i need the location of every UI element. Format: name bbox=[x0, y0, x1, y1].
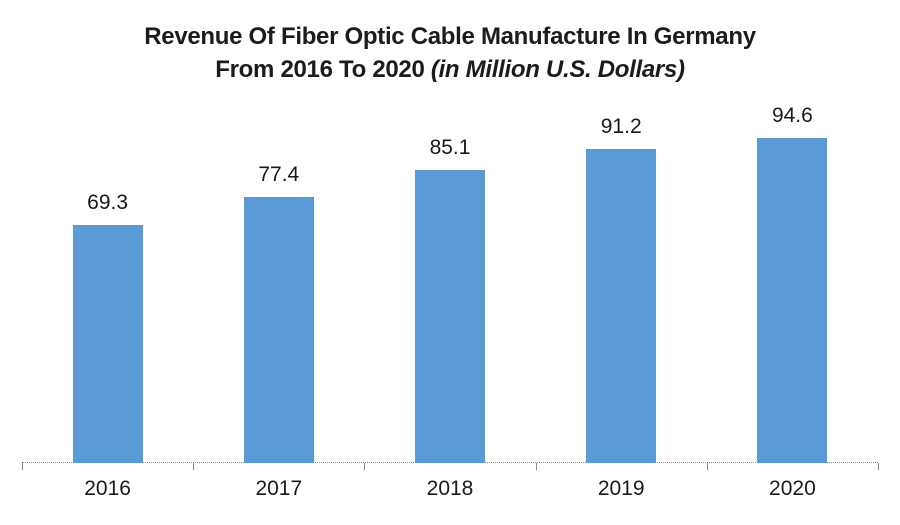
chart-title-line2: From 2016 To 2020 (in Million U.S. Dolla… bbox=[0, 53, 900, 86]
x-axis-tick bbox=[706, 463, 708, 470]
bar-value-label: 94.6 bbox=[771, 103, 813, 127]
chart-title-line2-regular: From 2016 To 2020 bbox=[215, 56, 431, 83]
bar-value-label: 85.1 bbox=[429, 136, 471, 160]
x-axis-label: 2016 bbox=[84, 477, 131, 500]
bar-value-label: 77.4 bbox=[258, 162, 300, 186]
bar bbox=[72, 224, 143, 463]
x-axis-label: 2020 bbox=[769, 477, 816, 500]
chart-title: Revenue Of Fiber Optic Cable Manufacture… bbox=[0, 20, 900, 86]
x-axis-label: 2018 bbox=[426, 477, 474, 500]
x-axis-label: 2019 bbox=[597, 477, 645, 500]
bar bbox=[757, 137, 828, 463]
x-axis-tick bbox=[878, 463, 879, 470]
chart-title-line2-italic: (in Million U.S. Dollars) bbox=[430, 56, 685, 83]
x-axis-tick bbox=[535, 463, 537, 470]
bar bbox=[415, 170, 485, 463]
x-axis-tick bbox=[22, 463, 23, 470]
x-axis-label: 2017 bbox=[255, 477, 303, 500]
x-axis-tick bbox=[193, 463, 195, 470]
bar bbox=[586, 149, 657, 463]
x-axis-tick bbox=[364, 463, 366, 470]
bar-value-label: 91.2 bbox=[600, 115, 642, 139]
bar bbox=[243, 196, 314, 463]
chart-title-line1: Revenue Of Fiber Optic Cable Manufacture… bbox=[144, 23, 756, 50]
bar-value-label: 69.3 bbox=[87, 190, 129, 214]
